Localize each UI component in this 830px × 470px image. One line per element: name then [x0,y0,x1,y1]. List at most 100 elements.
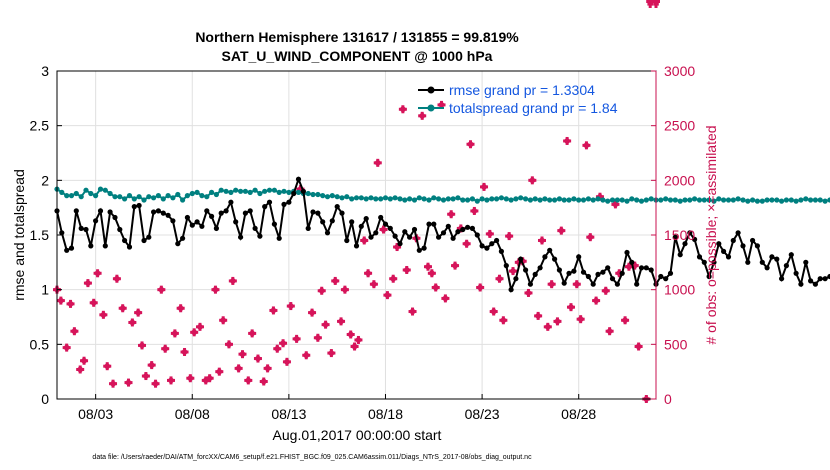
obs-count-point [563,136,572,145]
totalspread-point [455,195,461,201]
x-tick-label: 08/08 [175,406,210,422]
rmse-point [146,234,152,240]
rmse-point [793,270,799,276]
obs-count-point [234,364,243,373]
rmse-point [194,219,200,225]
obs-count-point [354,335,363,344]
rmse-point [257,233,263,239]
totalspread-point [537,197,543,203]
footer-data-file: data file: /Users/raeder/DAI/ATM_forcXX/… [92,454,532,461]
rmse-point [609,276,616,282]
totalspread-point [566,197,572,203]
obs-count-point [646,0,655,8]
obs-count-point [427,269,436,278]
rmse-point [397,241,403,247]
totalspread-point [146,194,152,200]
rmse-point [721,248,727,254]
rmse-point [204,208,210,214]
rmse-point [83,226,89,233]
totalspread-point [165,193,171,199]
rmse-point [754,243,761,249]
obs-count-point [572,280,581,289]
obs-count-point [180,347,189,356]
obs-count-point [279,339,288,348]
rmse-point [233,219,239,225]
rmse-point [725,254,732,260]
totalspread-point [793,198,799,204]
totalspread-point [324,194,331,200]
right-y-axis: 0 500 1000 1500 2000 2500 3000 [651,63,695,407]
totalspread-point [547,197,553,203]
totalspread-point [83,187,89,193]
left-y-tick-label: 0.5 [30,336,50,352]
obs-count-point [534,311,543,320]
obs-count-point [582,141,591,150]
totalspread-point [629,196,635,202]
rmse-point [382,221,389,227]
totalspread-point [339,195,345,201]
obs-count-point [592,296,601,305]
rmse-point [73,208,79,214]
rmse-point [465,224,471,230]
rmse-point [667,270,674,276]
rmse-point [547,247,553,253]
totalspread-point [242,188,248,194]
rmse-point [97,208,104,214]
totalspread-point [808,197,814,203]
rmse-point [523,267,529,273]
totalspread-point [474,198,480,204]
totalspread-point [286,189,292,195]
obs-count-point [292,334,301,343]
rmse-point [339,210,345,216]
totalspread-point [112,194,118,200]
totalspread-point [194,189,200,195]
rmse-point [170,218,176,224]
totalspread-point [494,196,500,202]
totalspread-point [209,189,215,195]
obs-count-point [340,285,349,294]
rmse-point [271,221,277,227]
rmse-point [378,214,384,221]
rmse-point [426,221,432,227]
totalspread-point [614,197,621,203]
rmse-point [764,265,770,271]
rmse-point [329,218,335,224]
totalspread-point [696,197,703,203]
totalspread-point [687,197,693,203]
obs-count-point [302,351,311,360]
rmse-point [411,226,418,233]
rmse-point [759,259,765,265]
x-tick-label: 08/13 [271,406,306,422]
obs-count-point [557,226,566,235]
totalspread-point [527,197,534,203]
totalspread-point [199,193,205,199]
obs-count-point [157,285,166,294]
totalspread-point [730,197,736,203]
obs-count-point [652,0,660,8]
totalspread-point [585,196,592,202]
rmse-point [629,259,635,265]
left-y-tick-label: 0 [41,391,49,407]
totalspread-point [634,197,640,203]
obs-count-point [337,317,346,326]
rmse-point [407,234,413,240]
rmse-point [769,254,775,260]
rmse-point [68,245,75,251]
obs-count-point [447,210,456,219]
totalspread-point [363,196,369,202]
totalspread-point [97,186,104,192]
rmse-point [527,281,534,287]
totalspread-point [460,197,466,203]
rmse-point [373,230,379,236]
legend-rmse-marker [427,86,435,94]
totalspread-point [252,187,258,193]
rmse-point [165,212,171,218]
totalspread-point [518,195,524,201]
rmse-point [189,222,195,228]
legend: rmse grand pr = 1.3304 totalspread grand… [418,82,618,116]
totalspread-point [605,198,611,204]
obs-count-point [423,262,432,271]
obs-count-point [451,261,460,270]
legend-spread-marker [427,104,435,112]
totalspread-point [180,197,186,203]
